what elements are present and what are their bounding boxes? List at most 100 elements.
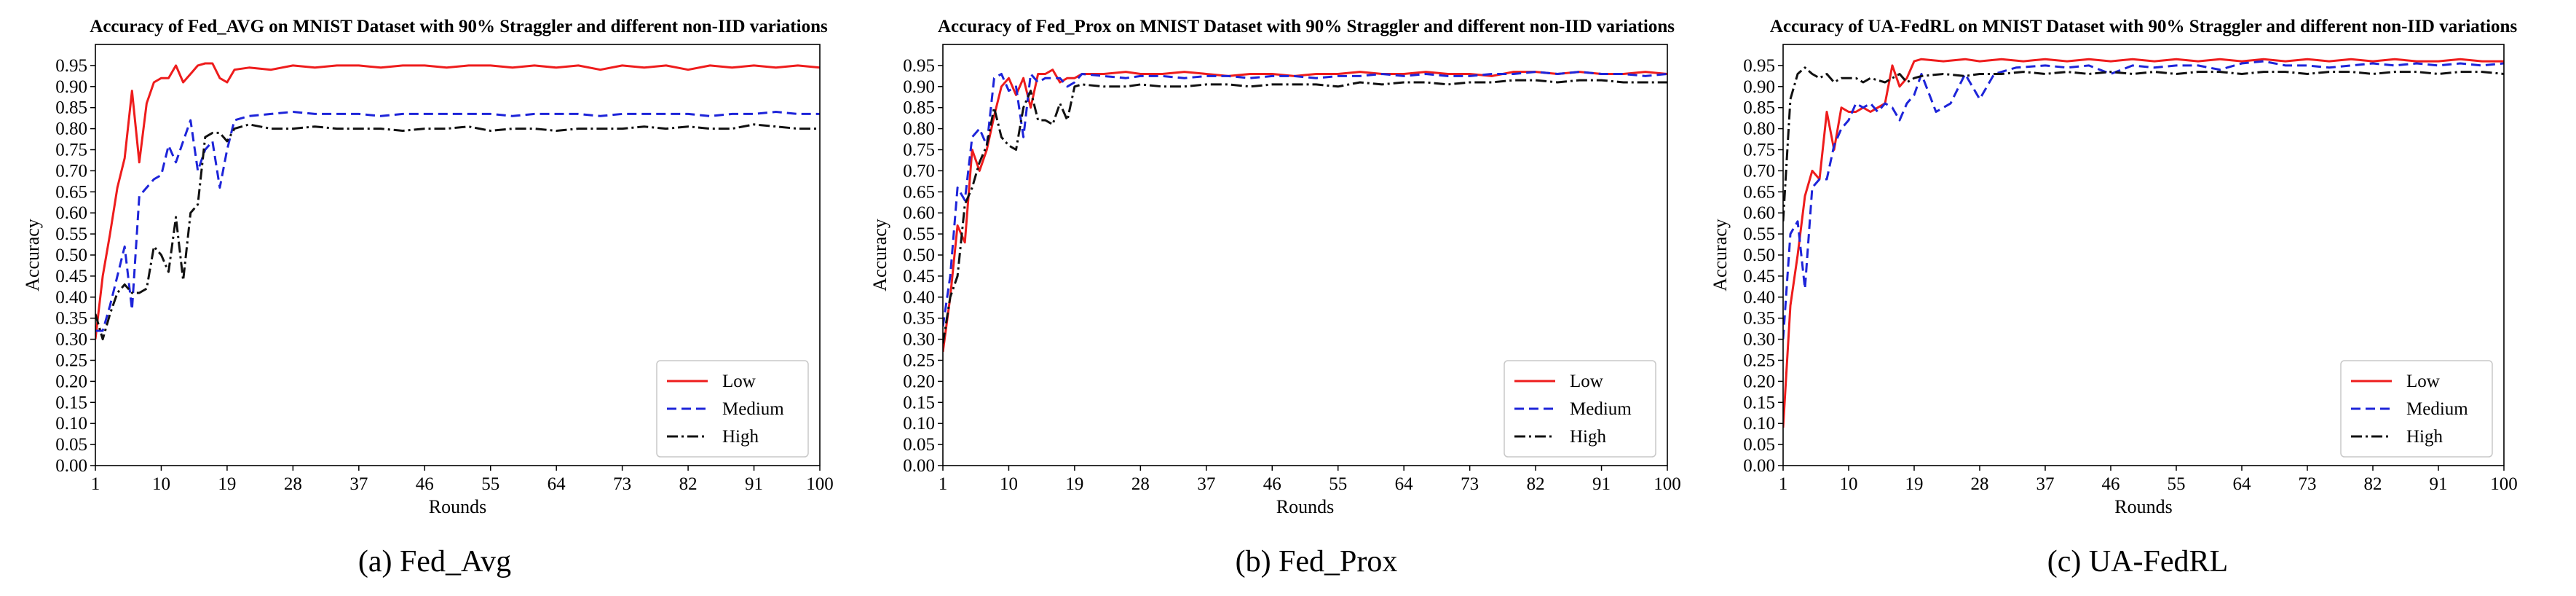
y-tick-label: 0.55 [903, 224, 935, 244]
x-tick-label: 37 [2036, 474, 2055, 494]
x-tick-label: 55 [1329, 474, 1347, 494]
x-tick-label: 19 [218, 474, 236, 494]
x-tick-label: 100 [2490, 474, 2518, 494]
y-tick-label: 0.90 [1743, 77, 1775, 97]
y-tick-label: 0.15 [55, 393, 87, 412]
series-line-high [95, 123, 820, 341]
legend: Low Medium High [1504, 360, 1656, 458]
series-lines [943, 68, 1667, 353]
y-tick-label: 0.00 [55, 456, 87, 476]
series-line-high [943, 79, 1667, 344]
x-tick-label: 55 [2168, 474, 2186, 494]
chart-panel-1: Accuracy of Fed_AVG on MNIST Dataset wit… [22, 17, 834, 579]
series-line-low [95, 62, 820, 340]
y-tick-label: 0.40 [903, 288, 935, 307]
y-tick-label: 0.10 [55, 414, 87, 434]
y-tick-label: 0.85 [1743, 98, 1775, 118]
y-tick-label: 0.30 [903, 330, 935, 350]
x-tick-label: 91 [745, 474, 763, 494]
x-tick-label: 28 [1971, 474, 1989, 494]
y-tick-label: 0.05 [55, 435, 87, 455]
legend-label-low: Low [2406, 372, 2440, 391]
x-tick-label: 28 [1131, 474, 1150, 494]
y-tick-label: 0.25 [1743, 351, 1775, 371]
y-tick-label: 0.20 [903, 372, 935, 391]
chart-panel-3: Accuracy of UA-FedRL on MNIST Dataset wi… [1710, 17, 2518, 579]
y-axis-label: Accuracy [22, 219, 43, 291]
y-tick-label: 0.85 [903, 98, 935, 118]
y-tick-label: 0.50 [55, 246, 87, 265]
x-tick-label: 91 [2430, 474, 2448, 494]
x-tick-label: 10 [1000, 474, 1018, 494]
series-line-medium [943, 71, 1667, 327]
y-tick-label: 0.60 [903, 203, 935, 223]
y-tick-label: 0.35 [903, 309, 935, 329]
y-tick-label: 0.70 [55, 161, 87, 181]
legend-box [1504, 360, 1656, 458]
legend-label-low: Low [722, 372, 756, 391]
x-tick-label: 37 [1197, 474, 1215, 494]
y-tick-label: 0.65 [1743, 182, 1775, 202]
y-tick-label: 0.55 [55, 224, 87, 244]
y-tick-label: 0.05 [1743, 435, 1775, 455]
y-tick-label: 0.65 [903, 182, 935, 202]
legend-label-medium: Medium [2406, 399, 2468, 419]
x-tick-label: 19 [1065, 474, 1083, 494]
series-line-high [1783, 66, 2504, 221]
x-tick-label: 64 [1395, 474, 1414, 494]
x-tick-label: 55 [481, 474, 499, 494]
x-tick-label: 46 [416, 474, 434, 494]
x-tick-label: 46 [2102, 474, 2120, 494]
y-tick-label: 0.75 [903, 141, 935, 160]
legend-label-medium: Medium [1570, 399, 1632, 419]
legend-label-high: High [722, 427, 759, 447]
y-tick-label: 0.70 [1743, 161, 1775, 181]
y-tick-label: 0.95 [1743, 56, 1775, 76]
y-tick-label: 0.25 [903, 351, 935, 371]
y-tick-label: 0.35 [1743, 309, 1775, 329]
x-tick-label: 82 [679, 474, 698, 494]
plot-frame [1782, 44, 2505, 466]
y-tick-label: 0.20 [1743, 372, 1775, 391]
figure-caption: (c) UA-FedRL [2047, 545, 2228, 579]
x-tick-label: 1 [1779, 474, 1788, 494]
legend: Low Medium High [2340, 360, 2493, 458]
x-tick-label: 64 [2233, 474, 2252, 494]
y-tick-label: 0.10 [1743, 414, 1775, 434]
series-lines [95, 62, 820, 341]
plot-frame [95, 44, 821, 466]
x-tick-label: 37 [349, 474, 368, 494]
legend-label-high: High [2406, 427, 2443, 447]
y-tick-label: 0.30 [55, 330, 87, 350]
x-tick-label: 100 [806, 474, 834, 494]
y-tick-label: 0.50 [1743, 246, 1775, 265]
chart-panel-2: Accuracy of Fed_Prox on MNIST Dataset wi… [869, 17, 1681, 579]
y-tick-label: 0.40 [1743, 288, 1775, 307]
figure-caption: (b) Fed_Prox [1236, 545, 1398, 579]
y-tick-label: 0.95 [55, 56, 87, 76]
series-line-medium [95, 111, 820, 332]
legend-label-high: High [1570, 427, 1607, 447]
y-tick-label: 0.85 [55, 98, 87, 118]
series-line-low [943, 68, 1667, 353]
legend-box [656, 360, 809, 458]
y-tick-label: 0.80 [903, 119, 935, 139]
y-tick-label: 0.75 [55, 141, 87, 160]
series-line-low [1783, 58, 2504, 428]
y-tick-label: 0.20 [55, 372, 87, 391]
legend: Low Medium High [656, 360, 809, 458]
chart-title: Accuracy of UA-FedRL on MNIST Dataset wi… [1770, 17, 2518, 36]
y-tick-label: 0.70 [903, 161, 935, 181]
x-tick-label: 19 [1905, 474, 1924, 494]
y-tick-label: 0.30 [1743, 330, 1775, 350]
y-axis-label: Accuracy [869, 219, 890, 291]
series-lines [1783, 58, 2504, 428]
y-tick-label: 0.40 [55, 288, 87, 307]
x-tick-label: 100 [1654, 474, 1681, 494]
x-axis-label: Rounds [1276, 496, 1334, 517]
y-tick-label: 0.25 [55, 351, 87, 371]
y-tick-label: 0.60 [55, 203, 87, 223]
y-tick-label: 0.45 [903, 267, 935, 286]
y-tick-label: 0.50 [903, 246, 935, 265]
chart-title: Accuracy of Fed_Prox on MNIST Dataset wi… [938, 17, 1675, 36]
